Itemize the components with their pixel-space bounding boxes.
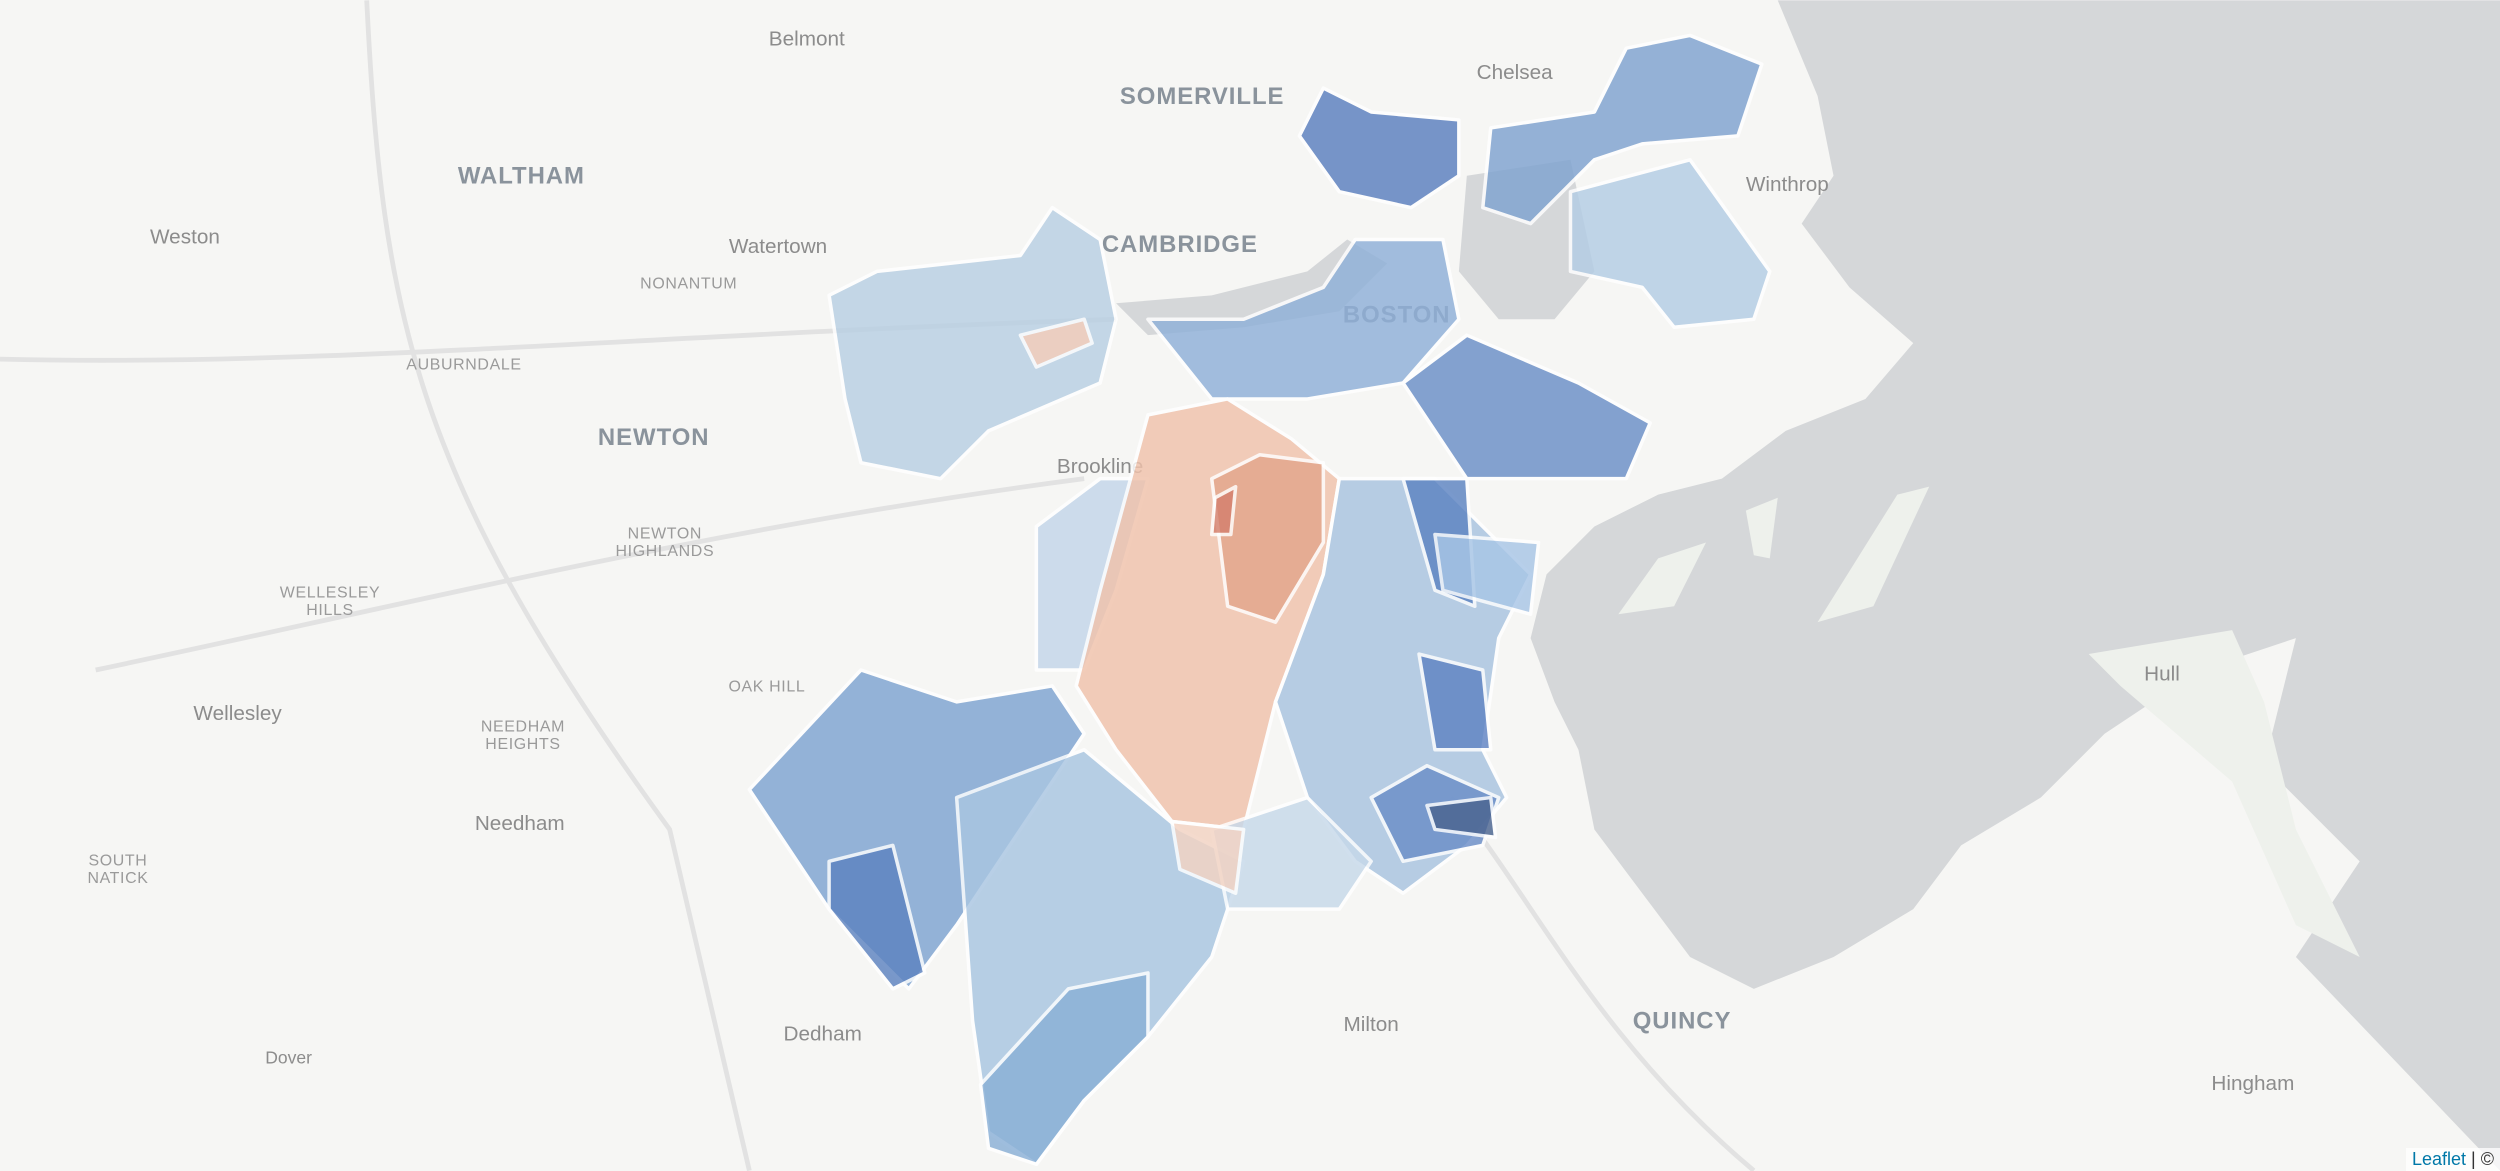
precinct[interactable]	[1209, 453, 1326, 624]
island	[1817, 486, 1930, 623]
label-line: HILLS	[306, 602, 353, 619]
place-label: NEWTON HIGHLANDS	[615, 526, 714, 561]
precinct[interactable]	[1018, 317, 1094, 369]
precinct[interactable]	[1568, 158, 1772, 329]
label-line: SOUTH	[88, 853, 147, 870]
island	[1745, 497, 1778, 559]
separator: |	[2471, 1149, 2476, 1169]
label-line: HIGHLANDS	[615, 543, 714, 560]
place-label: NEWTON	[598, 424, 710, 451]
precinct[interactable]	[1425, 795, 1498, 840]
precinct[interactable]	[1401, 333, 1652, 481]
precinct[interactable]	[827, 205, 1118, 481]
precinct[interactable]	[827, 843, 927, 991]
copyright: ©	[2480, 1149, 2494, 1169]
precinct[interactable]	[1433, 532, 1541, 616]
place-label: Hull	[2144, 662, 2180, 685]
islands	[1618, 486, 2360, 957]
place-label: WELLESLEY HILLS	[280, 585, 381, 620]
precinct[interactable]	[1209, 795, 1373, 911]
place-label: QUINCY	[1633, 1008, 1732, 1035]
place-label: Milton	[1344, 1013, 1399, 1036]
place-label: Dover	[265, 1048, 312, 1068]
place-label: Needham	[475, 812, 565, 835]
place-label: Belmont	[769, 28, 845, 51]
place-label: NONANTUM	[640, 275, 737, 292]
place-labels: Belmont SOMERVILLE Chelsea WALTHAM Winthrop W…	[87, 28, 2294, 1095]
precinct[interactable]	[978, 971, 1150, 1167]
precinct[interactable]	[1209, 484, 1238, 537]
place-label: OAK HILL	[728, 679, 805, 696]
place-label: Watertown	[729, 235, 827, 258]
road	[95, 476, 1085, 673]
label-line: WELLESLEY	[280, 585, 381, 602]
place-label: Wellesley	[193, 702, 282, 725]
place-label: CAMBRIDGE	[1102, 231, 1258, 258]
precinct[interactable]	[1170, 819, 1246, 895]
place-label: Winthrop	[1746, 173, 1829, 196]
leaflet-link[interactable]: Leaflet	[2411, 1149, 2467, 1169]
attribution: Leaflet | ©	[2405, 1148, 2500, 1171]
place-label: AUBURNDALE	[406, 357, 521, 374]
harbor	[1530, 0, 2500, 1171]
label-line: NATICK	[87, 870, 148, 887]
precincts	[747, 33, 1772, 1167]
place-label: Dedham	[784, 1023, 862, 1046]
island	[1618, 542, 1706, 615]
road	[364, 0, 752, 1171]
place-label: Weston	[150, 225, 220, 248]
precinct[interactable]	[1417, 652, 1493, 752]
place-label: SOUTH NATICK	[87, 853, 148, 888]
precinct[interactable]	[1146, 237, 1461, 401]
precinct[interactable]	[1297, 86, 1461, 210]
peninsula	[2088, 630, 2360, 957]
place-label: WALTHAM	[458, 163, 585, 190]
label-line: HEIGHTS	[485, 736, 560, 753]
place-label: Hingham	[2211, 1072, 2294, 1095]
place-label: SOMERVILLE	[1120, 83, 1285, 110]
place-label: Chelsea	[1477, 61, 1553, 84]
place-label: Brookline	[1057, 455, 1143, 478]
label-line: NEEDHAM	[481, 719, 565, 736]
precinct[interactable]	[1481, 33, 1764, 226]
label-line: NEWTON	[628, 526, 702, 543]
place-label: NEEDHAM HEIGHTS	[481, 719, 565, 754]
